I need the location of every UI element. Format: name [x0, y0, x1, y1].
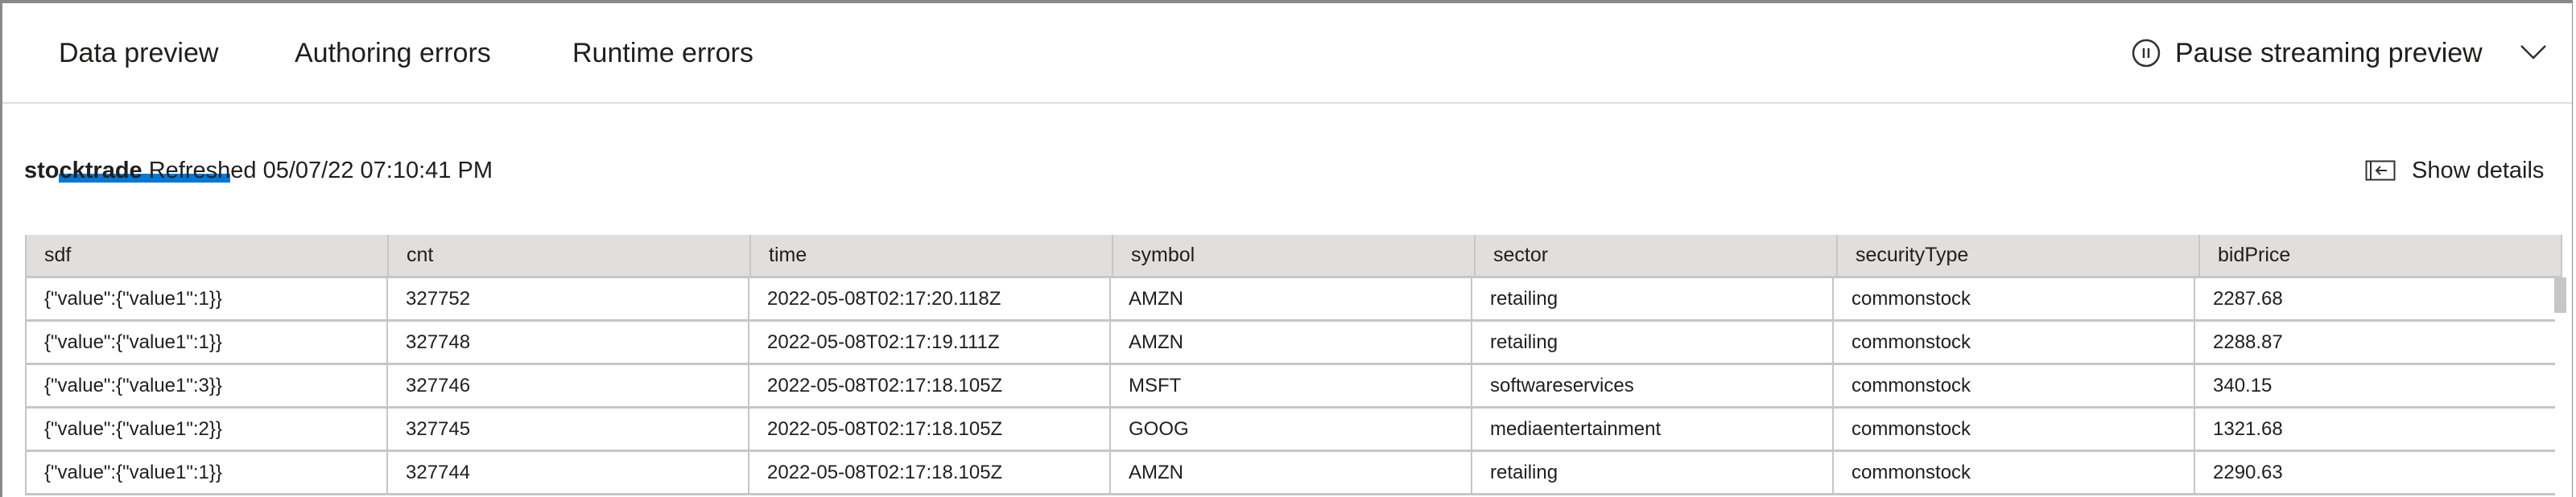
table-cell-symbol: GOOG: [1109, 409, 1471, 450]
table-cell-securitytype: commonstock: [1832, 409, 2194, 450]
table-cell-bidprice: 340.15: [2194, 365, 2555, 406]
show-details-button[interactable]: Show details: [2365, 154, 2544, 187]
column-header-bidprice[interactable]: bidPrice: [2198, 235, 2562, 276]
stream-name: stocktrade: [24, 158, 142, 183]
column-header-time[interactable]: time: [749, 235, 1112, 276]
chevron-down-icon: [2520, 45, 2546, 60]
table-row[interactable]: {"value":{"value1":1}} 327744 2022-05-08T0…: [25, 452, 2555, 495]
table-cell-cnt: 327745: [386, 409, 748, 450]
table-cell-symbol: AMZN: [1109, 278, 1471, 319]
table-cell-cnt: 327752: [386, 278, 748, 319]
refreshed-timestamp: Refreshed 05/07/22 07:10:41 PM: [148, 158, 493, 183]
tab-divider: [2, 102, 2572, 104]
stream-header: stocktrade Refreshed 05/07/22 07:10:41 P…: [24, 154, 493, 187]
data-preview-table: sdf cnt time symbol sector securityType …: [25, 235, 2562, 495]
table-cell-time: 2022-05-08T02:17:18.105Z: [748, 365, 1109, 406]
table-cell-cnt: 327746: [386, 365, 748, 406]
table-cell-sdf: {"value":{"value1":1}}: [25, 452, 386, 493]
table-cell-sdf: {"value":{"value1":1}}: [25, 278, 386, 319]
table-cell-securitytype: commonstock: [1832, 278, 2194, 319]
table-cell-sector: retailing: [1471, 322, 1832, 363]
tab-data-preview[interactable]: Data preview: [59, 38, 219, 68]
column-header-symbol[interactable]: symbol: [1112, 235, 1474, 276]
table-cell-sdf: {"value":{"value1":3}}: [25, 365, 386, 406]
table-row[interactable]: {"value":{"value1":3}} 327746 2022-05-08T0…: [25, 365, 2555, 409]
show-details-label: Show details: [2412, 157, 2545, 183]
tab-authoring-errors[interactable]: Authoring errors: [295, 38, 491, 68]
table-cell-securitytype: commonstock: [1832, 322, 2194, 363]
table-cell-bidprice: 1321.68: [2194, 409, 2555, 450]
table-cell-symbol: AMZN: [1109, 322, 1471, 363]
table-cell-cnt: 327744: [386, 452, 748, 493]
table-cell-time: 2022-05-08T02:17:19.111Z: [748, 322, 1109, 363]
table-cell-time: 2022-05-08T02:17:18.105Z: [748, 409, 1109, 450]
active-tab-indicator: [59, 174, 230, 183]
column-header-cnt[interactable]: cnt: [387, 235, 749, 276]
table-cell-sector: softwareservices: [1471, 365, 1832, 406]
column-header-sector[interactable]: sector: [1474, 235, 1836, 276]
table-cell-sdf: {"value":{"value1":2}}: [25, 409, 386, 450]
table-header-row: sdf cnt time symbol sector securityType …: [25, 235, 2562, 278]
table-row[interactable]: {"value":{"value1":1}} 327752 2022-05-08T0…: [25, 278, 2555, 322]
column-header-sdf[interactable]: sdf: [25, 235, 387, 276]
pause-circle-icon: [2132, 39, 2161, 68]
table-row[interactable]: {"value":{"value1":2}} 327745 2022-05-08T0…: [25, 409, 2555, 452]
table-cell-securitytype: commonstock: [1832, 452, 2194, 493]
table-scrollbar[interactable]: [2554, 277, 2566, 313]
table-cell-sector: retailing: [1471, 452, 1832, 493]
table-cell-bidprice: 2287.68: [2194, 278, 2555, 319]
table-cell-bidprice: 2288.87: [2194, 322, 2555, 363]
tab-runtime-errors[interactable]: Runtime errors: [572, 38, 753, 68]
collapse-button[interactable]: [2520, 39, 2547, 70]
table-row[interactable]: {"value":{"value1":1}} 327748 2022-05-08T0…: [25, 322, 2555, 365]
panel-expand-icon: [2365, 160, 2396, 181]
table-cell-symbol: AMZN: [1109, 452, 1471, 493]
table-cell-sdf: {"value":{"value1":1}}: [25, 322, 386, 363]
table-cell-bidprice: 2290.63: [2194, 452, 2555, 493]
pause-streaming-preview-button[interactable]: Pause streaming preview: [2132, 35, 2483, 71]
table-cell-time: 2022-05-08T02:17:20.118Z: [748, 278, 1109, 319]
pause-streaming-label: Pause streaming preview: [2175, 37, 2483, 68]
table-cell-sector: retailing: [1471, 278, 1832, 319]
table-cell-symbol: MSFT: [1109, 365, 1471, 406]
table-cell-sector: mediaentertainment: [1471, 409, 1832, 450]
table-cell-time: 2022-05-08T02:17:18.105Z: [748, 452, 1109, 493]
column-header-securitytype[interactable]: securityType: [1836, 235, 2198, 276]
table-cell-securitytype: commonstock: [1832, 365, 2194, 406]
table-cell-cnt: 327748: [386, 322, 748, 363]
